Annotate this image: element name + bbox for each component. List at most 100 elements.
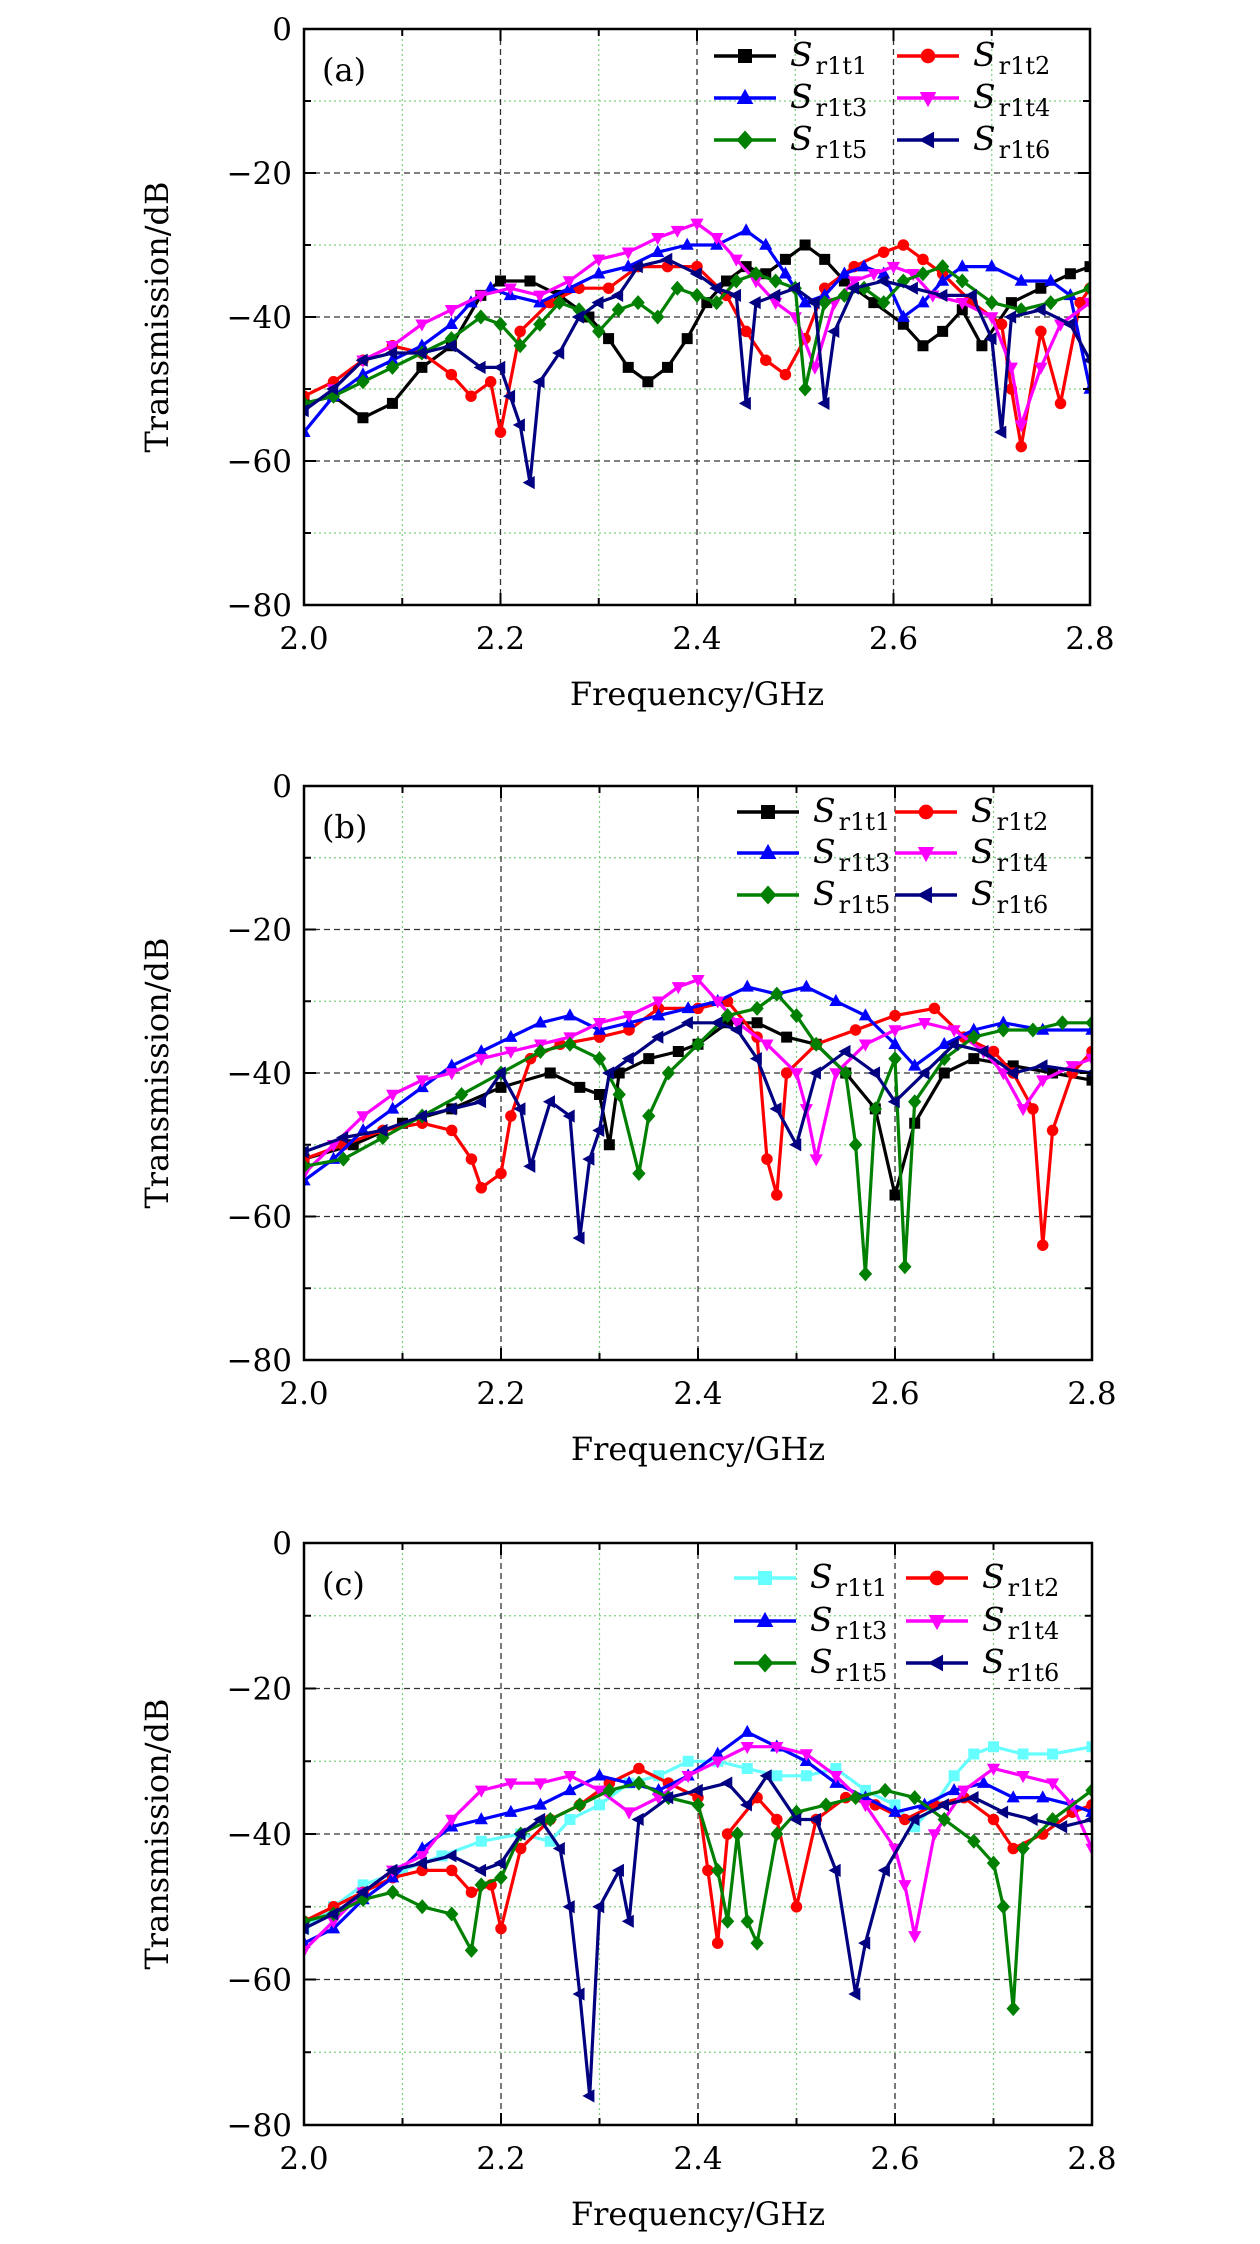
- data-point: [474, 1863, 487, 1877]
- data-point: [809, 1036, 823, 1052]
- data-point: [798, 295, 812, 308]
- data-point: [967, 1833, 981, 1849]
- x-tick-label: 2.8: [1067, 2141, 1116, 2177]
- legend-subscript: r1t3: [836, 1617, 888, 1645]
- data-point: [848, 1790, 863, 1806]
- x-axis-label: Frequency/GHz: [570, 675, 824, 713]
- data-point: [562, 1900, 575, 1914]
- ticks: [303, 1542, 1093, 2126]
- data-point: [936, 1798, 949, 1812]
- y-tick-label: −40: [227, 1056, 292, 1092]
- data-point: [533, 1778, 547, 1791]
- data-point: [964, 288, 977, 302]
- data-point: [571, 310, 584, 324]
- data-point: [552, 346, 565, 360]
- data-point: [662, 361, 674, 373]
- legend-subscript: r1t3: [816, 94, 868, 122]
- data-point: [730, 1023, 743, 1037]
- data-point: [1085, 1015, 1092, 1031]
- data-point: [1046, 1778, 1060, 1791]
- series-r1t3: [304, 979, 1092, 1186]
- data-point: [326, 1907, 339, 1921]
- data-point: [564, 1813, 576, 1825]
- data-point: [691, 1036, 705, 1052]
- data-point: [917, 340, 929, 352]
- data-point: [1016, 1771, 1030, 1784]
- legend-marker: [756, 1611, 774, 1628]
- data-point: [996, 1899, 1011, 1915]
- data-point: [532, 375, 545, 389]
- data-point: [995, 318, 1008, 330]
- data-point: [741, 1763, 753, 1775]
- y-tick-label: −80: [227, 1343, 292, 1379]
- data-point: [523, 1159, 536, 1173]
- data-point: [543, 1811, 557, 1827]
- data-point: [386, 1089, 400, 1102]
- data-point: [643, 1053, 655, 1065]
- data-point: [592, 1900, 605, 1914]
- data-point: [1016, 1104, 1030, 1117]
- data-point: [602, 282, 615, 294]
- data-point: [651, 244, 665, 257]
- data-point: [474, 290, 488, 303]
- data-point: [602, 1066, 615, 1080]
- x-tick-label: 2.8: [1065, 621, 1114, 657]
- data-point: [888, 1804, 902, 1817]
- data-point: [1015, 440, 1027, 453]
- data-point: [660, 252, 673, 266]
- data-point: [1063, 317, 1076, 331]
- data-point: [710, 233, 724, 246]
- data-point: [630, 260, 643, 274]
- data-point: [474, 1877, 488, 1893]
- series-r1t1: [304, 1741, 1092, 1935]
- data-point: [750, 1000, 764, 1016]
- data-point: [592, 1785, 607, 1798]
- data-point: [375, 1123, 388, 1137]
- data-point: [495, 275, 506, 287]
- data-point: [740, 1741, 754, 1754]
- data-point: [642, 376, 654, 388]
- data-point: [1064, 268, 1076, 280]
- data-point: [905, 281, 918, 295]
- data-point: [495, 1081, 507, 1093]
- data-point: [730, 1826, 745, 1842]
- data-point: [809, 1154, 823, 1167]
- data-point: [1085, 1804, 1092, 1817]
- data-point: [1034, 362, 1048, 375]
- data-point: [444, 1849, 457, 1863]
- data-point: [1083, 297, 1090, 310]
- data-point: [592, 1018, 607, 1031]
- data-point: [858, 1039, 873, 1052]
- data-point: [935, 288, 948, 302]
- panel-label: (a): [322, 51, 366, 89]
- data-point: [955, 259, 969, 272]
- data-point: [611, 1863, 624, 1877]
- data-point: [771, 1813, 783, 1826]
- legend-marker: [927, 1654, 944, 1672]
- data-point: [582, 2089, 595, 2103]
- data-point: [690, 287, 704, 303]
- data-point: [681, 333, 693, 345]
- data-point: [415, 1851, 429, 1864]
- data-point: [1035, 282, 1047, 294]
- data-point: [651, 233, 665, 246]
- data-point: [750, 1935, 764, 1951]
- data-point: [729, 288, 742, 302]
- data-point: [533, 1015, 547, 1028]
- series-r1t6: [304, 1769, 1092, 2103]
- data-point: [594, 1799, 605, 1811]
- data-point: [621, 1052, 634, 1066]
- data-point: [592, 1051, 607, 1067]
- data-point: [572, 1231, 585, 1245]
- data-point: [514, 325, 526, 338]
- data-point: [444, 305, 458, 318]
- data-point: [996, 1022, 1011, 1038]
- legend-subscript: r1t1: [836, 1574, 888, 1602]
- data-point: [1055, 1015, 1070, 1031]
